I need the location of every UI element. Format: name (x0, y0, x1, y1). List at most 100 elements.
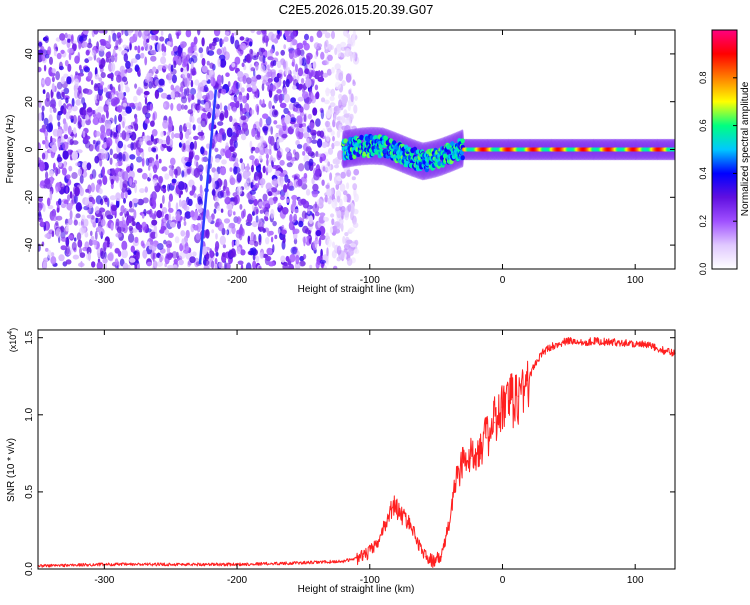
noise-speckle (347, 204, 352, 212)
noise-speckle (110, 98, 117, 107)
noise-speckle (72, 42, 77, 52)
snr-data-point (342, 560, 345, 563)
noise-speckle (115, 218, 120, 227)
noise-speckle (339, 183, 346, 192)
noise-speckle (344, 48, 351, 57)
noise-speckle (49, 169, 54, 177)
noise-speckle (170, 64, 174, 72)
noise-speckle (170, 157, 176, 166)
noise-speckle (92, 117, 100, 126)
noise-speckle (322, 141, 328, 147)
noise-speckle (96, 179, 102, 185)
noise-speckle (171, 178, 177, 184)
noise-speckle (286, 162, 293, 168)
noise-speckle (166, 73, 173, 81)
noise-speckle (294, 175, 297, 180)
noise-speckle (270, 187, 278, 193)
noise-speckle (134, 45, 138, 51)
noise-speckle (336, 245, 342, 255)
noise-speckle (233, 211, 236, 216)
noise-speckle (204, 101, 209, 112)
noise-speckle (282, 80, 286, 86)
noise-speckle (148, 146, 152, 153)
noise-speckle (239, 158, 243, 164)
noise-speckle (235, 239, 240, 247)
noise-speckle (321, 179, 325, 186)
noise-speckle (224, 149, 232, 159)
noise-speckle (103, 87, 108, 93)
noise-speckle (310, 152, 316, 159)
noise-speckle (38, 196, 43, 203)
noise-speckle (121, 130, 127, 141)
noise-speckle (160, 92, 168, 99)
noise-speckle (122, 76, 128, 82)
noise-speckle (56, 91, 62, 100)
spectrogram-y-tick-label: 0 (24, 146, 35, 152)
noise-speckle (82, 41, 88, 48)
noise-speckle (137, 30, 142, 38)
snr-x-tick-label: 100 (627, 575, 644, 586)
noise-speckle (38, 112, 43, 122)
noise-speckle (203, 256, 207, 266)
noise-speckle (312, 107, 318, 116)
noise-speckle (189, 141, 195, 150)
noise-speckle (136, 264, 140, 269)
noise-speckle (210, 76, 213, 85)
noise-speckle (88, 56, 93, 61)
noise-speckle (73, 194, 78, 204)
noise-speckle (268, 230, 274, 236)
noise-speckle (109, 157, 113, 165)
noise-speckle (39, 161, 46, 172)
noise-speckle (176, 103, 182, 112)
snr-data-point (493, 421, 496, 424)
noise-speckle (180, 190, 183, 195)
noise-speckle (290, 246, 298, 255)
noise-speckle (118, 46, 122, 52)
noise-speckle (186, 63, 190, 72)
noise-speckle (186, 168, 191, 174)
noise-speckle (107, 169, 111, 175)
noise-speckle (345, 117, 352, 127)
noise-speckle (119, 212, 123, 216)
noise-speckle (284, 174, 289, 183)
noise-speckle (75, 202, 82, 212)
noise-speckle (146, 140, 153, 146)
noise-speckle (178, 142, 182, 148)
noise-speckle (273, 37, 279, 44)
noise-speckle (38, 142, 41, 151)
noise-speckle (45, 171, 49, 180)
noise-speckle (307, 113, 312, 120)
noise-speckle (120, 191, 125, 200)
noise-speckle (220, 148, 226, 157)
noise-speckle (96, 41, 99, 50)
noise-speckle (134, 264, 138, 269)
noise-speckle (113, 45, 119, 51)
noise-speckle (211, 189, 216, 196)
noise-speckle (264, 216, 269, 222)
noise-speckle (60, 76, 65, 85)
noise-speckle (46, 123, 53, 133)
noise-speckle (223, 192, 227, 199)
noise-speckle (224, 196, 231, 205)
noise-speckle (298, 56, 303, 66)
noise-speckle (130, 142, 134, 151)
noise-speckle (90, 236, 95, 241)
noise-speckle (306, 52, 313, 60)
noise-speckle (67, 38, 71, 43)
colorbar-tick-label: 0.0 (698, 263, 708, 276)
noise-speckle (102, 258, 108, 264)
noise-speckle (236, 216, 241, 225)
noise-speckle (49, 56, 53, 65)
noise-speckle (306, 137, 310, 147)
noise-speckle (116, 125, 121, 132)
signal-mark (460, 138, 465, 144)
noise-speckle (312, 240, 318, 251)
noise-speckle (152, 252, 155, 262)
noise-speckle (300, 198, 307, 205)
noise-speckle (98, 188, 103, 195)
noise-speckle (262, 126, 269, 132)
noise-speckle (331, 199, 338, 209)
noise-speckle (166, 41, 172, 46)
noise-speckle (293, 107, 299, 112)
